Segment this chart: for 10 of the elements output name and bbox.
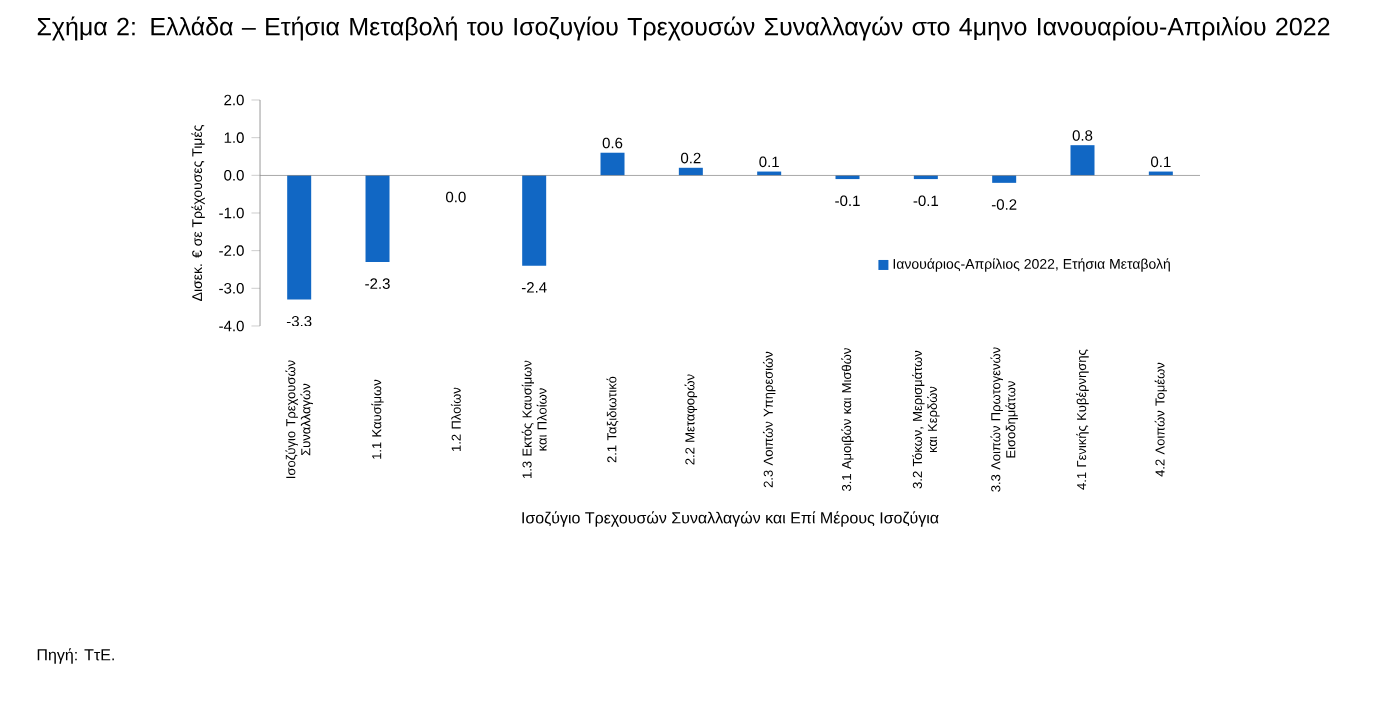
bar bbox=[287, 175, 312, 300]
bar bbox=[365, 175, 390, 262]
text: Πηγή: ΤτΕ. bbox=[37, 648, 114, 664]
bar bbox=[1070, 145, 1095, 176]
x-axis-title: Ισοζύγιο Τρεχουσών Συναλλαγών και Επί Μέρους Ισοζύγια bbox=[522, 511, 939, 527]
bar bbox=[992, 175, 1017, 183]
bar bbox=[678, 167, 703, 176]
bar bbox=[522, 175, 547, 266]
chart-title: Σχήμα 2: Ελλάδα – Ετήσια Μεταβολή του Ισοζυγίου Τρεχουσών Συναλλαγών στο 4μηνο Ιανουαρίου-Απριλίου 2022 bbox=[37, 16, 1330, 41]
bar bbox=[600, 152, 625, 176]
